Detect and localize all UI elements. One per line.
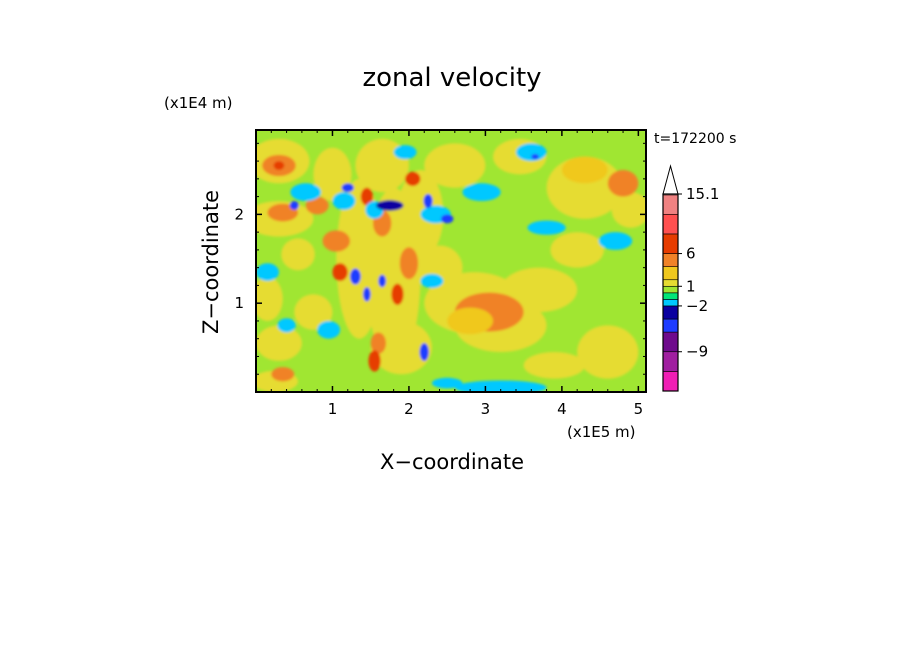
contour-region xyxy=(271,367,295,382)
colorbar-swatch xyxy=(662,285,679,294)
x-tick-label: 1 xyxy=(328,400,338,418)
contour-plot-area xyxy=(256,130,646,392)
contour-region xyxy=(317,320,341,339)
contour-region xyxy=(423,193,433,209)
contour-region xyxy=(256,263,279,281)
y-scale-label: (x1E4 m) xyxy=(164,94,233,112)
contour-region xyxy=(332,263,348,281)
contour-region xyxy=(391,283,404,305)
colorbar-swatch xyxy=(662,266,679,281)
contour-region xyxy=(267,203,299,222)
x-tick-label: 2 xyxy=(404,400,414,418)
contour-region xyxy=(376,200,404,211)
contour-region xyxy=(424,143,486,188)
colorbar-swatch xyxy=(662,371,679,392)
x-axis-label: X−coordinate xyxy=(380,450,524,474)
contour-region xyxy=(441,214,454,224)
contour-region xyxy=(370,332,386,354)
contour-region xyxy=(341,183,354,193)
contour-region xyxy=(294,294,333,330)
contour-region xyxy=(378,274,387,288)
contour-region xyxy=(516,143,547,162)
contour-region xyxy=(462,183,501,202)
colorbar: 15.1 6 1 −2 −9 xyxy=(662,164,719,392)
contour-region xyxy=(332,192,356,210)
colorbar-swatch xyxy=(662,253,679,267)
contour-region xyxy=(527,220,566,235)
colorbar-swatch xyxy=(662,233,679,254)
contour-region xyxy=(454,380,547,392)
colorbar-tick-label: 15.1 xyxy=(686,185,719,203)
contour-region xyxy=(363,287,371,302)
contour-region xyxy=(447,307,494,335)
contour-region xyxy=(531,153,539,160)
contour-region xyxy=(290,183,321,202)
chart-title: zonal velocity xyxy=(362,63,541,93)
colorbar-tick-label: −2 xyxy=(686,297,708,315)
contour-region xyxy=(550,232,604,268)
x-scale-label: (x1E5 m) xyxy=(567,423,636,441)
contour-region xyxy=(431,377,463,389)
plot-frame xyxy=(255,129,647,393)
x-tick-label: 3 xyxy=(481,400,491,418)
contour-region xyxy=(370,320,432,375)
colorbar-frame xyxy=(662,193,679,392)
contour-region xyxy=(607,169,639,197)
colorbar-tick-label: 1 xyxy=(686,277,696,295)
y-axis: 12 xyxy=(234,142,646,375)
contour-region xyxy=(561,156,608,184)
contour-region xyxy=(350,268,361,285)
x-axis: 1 2 3 4 5 xyxy=(270,130,644,418)
contour-region xyxy=(360,187,373,206)
contour-region xyxy=(399,247,419,280)
contour-region xyxy=(305,196,329,215)
colorbar-swatch xyxy=(662,292,679,300)
colorbar-extend-arrow xyxy=(662,164,679,195)
colorbar-swatch xyxy=(662,318,679,333)
contour-region xyxy=(273,161,285,170)
contour-fill-layer xyxy=(256,138,646,392)
colorbar-tick-label: −9 xyxy=(686,343,708,361)
contour-region xyxy=(577,325,639,379)
y-tick-label: 1 xyxy=(234,294,244,312)
contour-region xyxy=(611,192,646,228)
colorbar-swatch xyxy=(662,213,679,235)
contour-region xyxy=(523,352,585,379)
colorbar-swatch xyxy=(662,351,679,372)
contour-region xyxy=(405,171,421,186)
colorbar-swatch xyxy=(662,305,679,320)
y-tick-label: 2 xyxy=(234,205,244,223)
contour-region xyxy=(256,325,302,361)
contour-region xyxy=(277,318,296,333)
contour-region xyxy=(393,145,417,160)
contour-region xyxy=(322,230,351,252)
contour-region xyxy=(289,201,299,210)
colorbar-tick-label: 6 xyxy=(686,245,696,263)
contour-region xyxy=(420,273,444,289)
contour-region xyxy=(598,232,633,250)
x-tick-label: 5 xyxy=(634,400,644,418)
colorbar-swatch xyxy=(662,331,679,353)
contour-region xyxy=(419,343,429,361)
x-tick-label: 4 xyxy=(557,400,567,418)
colorbar-swatch xyxy=(662,193,679,215)
colorbar-swatch xyxy=(662,279,679,287)
time-label: t=172200 s xyxy=(654,131,736,147)
contour-region xyxy=(500,267,578,313)
colorbar-swatch xyxy=(662,299,679,307)
contour-region xyxy=(368,350,381,372)
contour-region xyxy=(256,276,283,321)
y-axis-label: Z−coordinate xyxy=(199,190,223,334)
contour-region xyxy=(281,238,315,271)
